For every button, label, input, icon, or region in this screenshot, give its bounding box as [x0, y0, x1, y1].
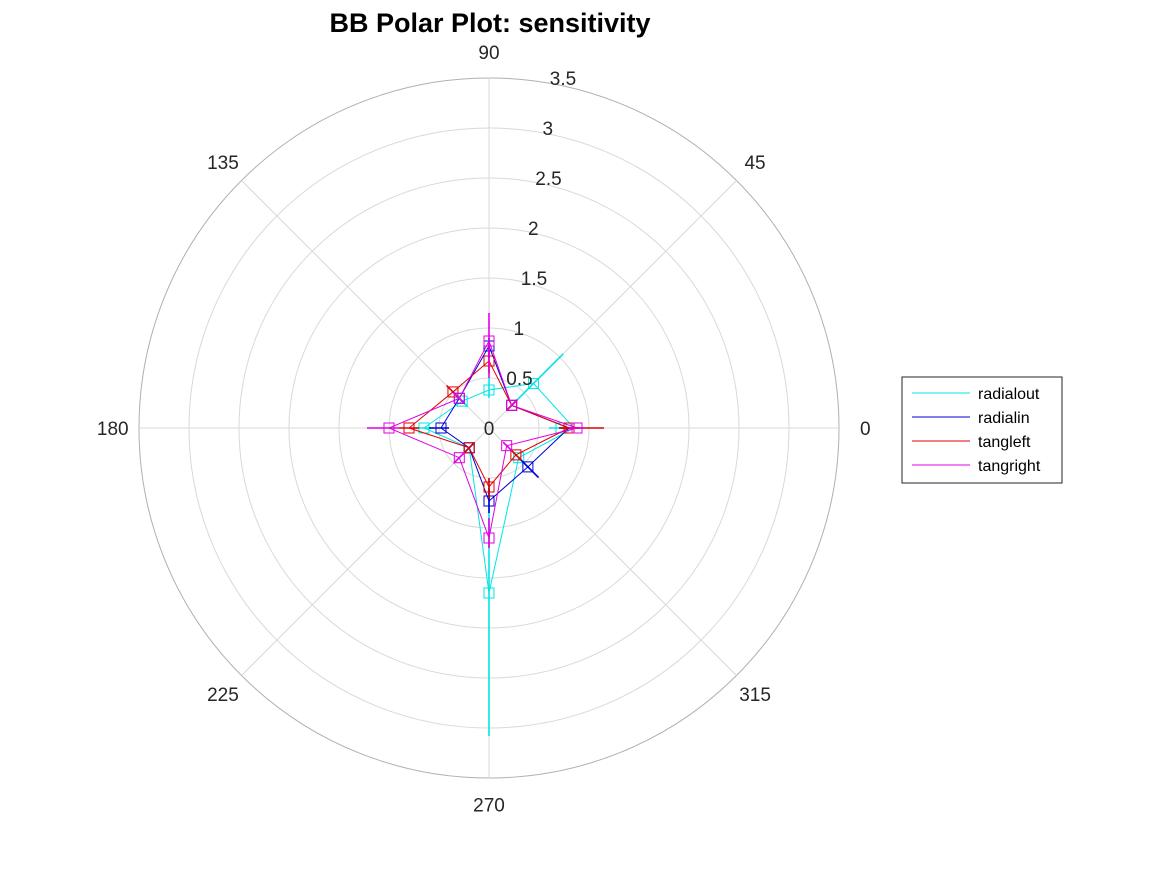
series-line: [440, 344, 570, 502]
angle-tick-label: 315: [739, 685, 771, 706]
radius-tick-label: 2.5: [535, 169, 561, 190]
radius-tick-label: 1.5: [521, 269, 547, 290]
data-point-marker: [571, 422, 583, 434]
legend-entry: tangright: [978, 458, 1041, 475]
radius-tick-label: 2: [528, 219, 539, 240]
whisker: [506, 399, 518, 411]
angle-tick-label: 270: [473, 795, 505, 816]
angle-tick-label: 0: [860, 419, 871, 440]
series-radialout: [414, 353, 579, 736]
data-point-marker: [483, 587, 495, 599]
whisker: [453, 392, 465, 404]
radius-tick-label: 1: [514, 319, 525, 340]
angle-tick-label: 45: [744, 153, 765, 174]
chart-title: BB Polar Plot: sensitivity: [329, 8, 650, 38]
data-point-marker: [463, 442, 475, 454]
data-point-marker: [522, 461, 534, 473]
angle-tick-labels: 0 45 90 135 180 225 270 315: [97, 43, 871, 817]
data-point-marker: [383, 422, 395, 434]
whisker: [509, 353, 564, 408]
angle-tick-label: 90: [478, 43, 499, 64]
series-lines: [367, 313, 604, 736]
radius-tick-label: 0: [484, 419, 495, 440]
legend-entry: tangleft: [978, 434, 1031, 451]
radius-tick-label: 3: [543, 119, 554, 140]
whisker: [502, 441, 513, 452]
data-point-marker: [483, 335, 495, 347]
data-point-marker: [510, 449, 522, 461]
data-point-marker: [453, 452, 465, 464]
data-point-marker: [435, 422, 447, 434]
angle-tick-label: 225: [207, 685, 239, 706]
whisker: [453, 452, 465, 464]
data-point-marker: [483, 532, 495, 544]
data-point-marker: [403, 422, 415, 434]
data-point-marker: [506, 399, 518, 411]
angle-tick-label: 135: [207, 153, 239, 174]
legend-entry: radialin: [978, 410, 1030, 427]
radius-tick-labels: 0 0.5 1 1.5 2 2.5 3 3.5: [484, 69, 576, 440]
data-point-marker: [501, 440, 513, 452]
data-point-marker: [483, 384, 495, 396]
radius-tick-label: 3.5: [550, 69, 576, 90]
whisker: [520, 459, 540, 479]
grid-spoke: [241, 180, 737, 676]
data-point-marker: [483, 481, 495, 493]
radius-tick-label: 0.5: [506, 369, 532, 390]
legend: radialout radialin tangleft tangright: [901, 376, 1063, 484]
data-point-marker: [447, 386, 459, 398]
data-point-marker: [453, 392, 465, 404]
data-point-marker: [528, 377, 540, 389]
whisker: [464, 442, 475, 453]
legend-entry: radialout: [978, 386, 1040, 403]
series-tangright: [367, 313, 584, 548]
angle-tick-label: 180: [97, 419, 129, 440]
